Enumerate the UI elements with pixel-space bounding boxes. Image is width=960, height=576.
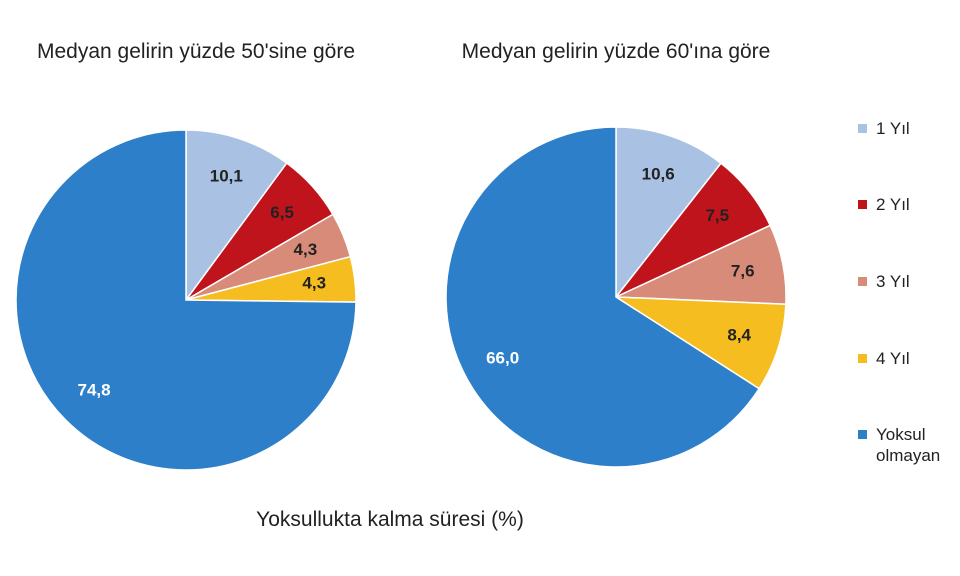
legend-swatch: [858, 354, 867, 363]
pie-slice: [185, 129, 288, 303]
data-label: 10,6: [642, 164, 675, 183]
legend-swatch: [858, 124, 867, 133]
data-label: 8,4: [727, 325, 751, 344]
pie-slice: [445, 126, 761, 468]
legend-label: 4 Yıl: [876, 349, 910, 368]
pie-slice: [615, 126, 723, 300]
chart-title: Medyan gelirin yüzde 60'ına göre: [461, 40, 771, 63]
data-label: 7,6: [731, 261, 755, 280]
pie-slice: [15, 129, 357, 471]
data-label: 74,8: [78, 380, 111, 399]
data-label: 4,3: [294, 240, 318, 259]
data-label: 4,3: [302, 274, 326, 293]
data-label: 7,5: [705, 206, 729, 225]
data-label: 10,1: [210, 167, 243, 186]
chart-title: Medyan gelirin yüzde 50'sine göre: [36, 40, 356, 63]
legend-label: Yoksul olmayan: [876, 425, 941, 465]
caption: Yoksullukta kalma süresi (%): [256, 508, 524, 531]
pie-slice: [613, 296, 787, 390]
legend-label: 2 Yıl: [876, 195, 910, 214]
legend-swatch: [858, 277, 867, 286]
legend-label: 1 Yıl: [876, 119, 910, 138]
data-label: 6,5: [270, 203, 294, 222]
legend-label: 3 Yıl: [876, 272, 910, 291]
legend-swatch: [858, 430, 867, 439]
data-label: 66,0: [486, 348, 519, 367]
legend-swatch: [858, 200, 867, 209]
